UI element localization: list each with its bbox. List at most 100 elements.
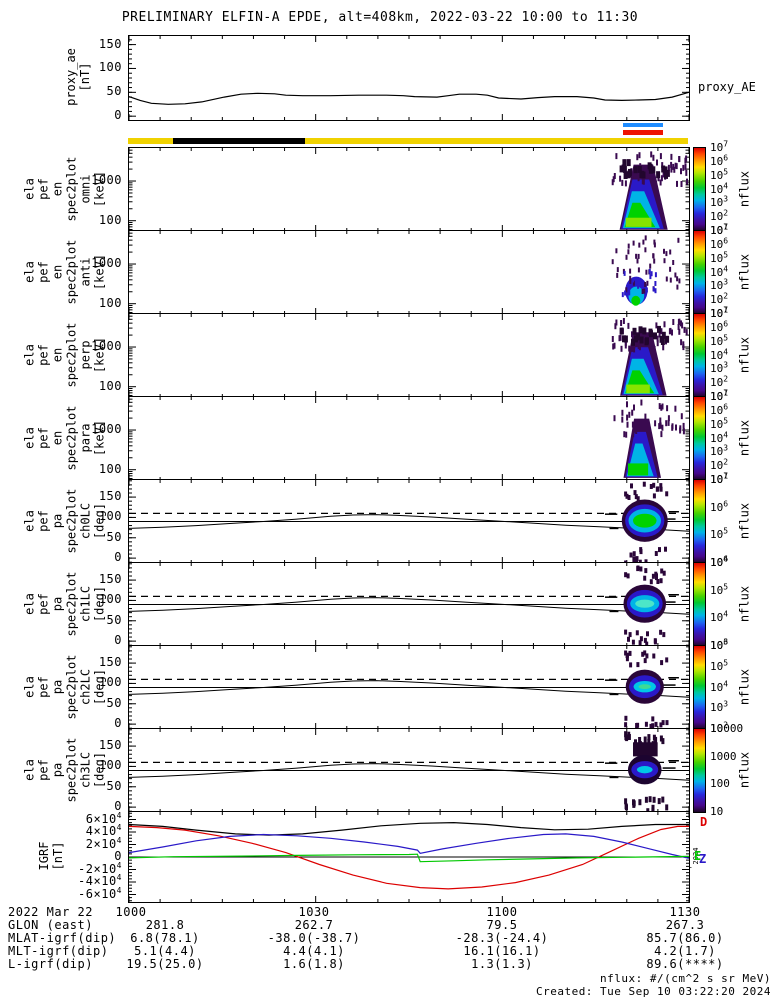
speckle bbox=[674, 405, 677, 412]
speckle bbox=[680, 339, 683, 346]
speckle bbox=[631, 171, 634, 178]
colorbar-label: 107 bbox=[710, 222, 729, 237]
colorbar-title: nflux bbox=[737, 336, 751, 373]
colorbar-label: 103 bbox=[710, 443, 729, 459]
speckle bbox=[633, 490, 637, 496]
speckle bbox=[674, 272, 677, 278]
speckle bbox=[619, 334, 622, 341]
ytick-label: 1000 bbox=[91, 339, 122, 354]
speckle bbox=[635, 333, 640, 341]
speckle bbox=[641, 289, 644, 294]
series-igrf-z bbox=[129, 833, 689, 859]
colorbar-label: 101 bbox=[710, 222, 729, 237]
speckle bbox=[665, 420, 668, 427]
speckle bbox=[654, 571, 658, 577]
speckle bbox=[621, 409, 624, 416]
ytick-label: 100 bbox=[98, 295, 122, 310]
speckle bbox=[660, 431, 663, 438]
colorbar-label: 105 bbox=[710, 658, 729, 673]
speckle bbox=[644, 559, 648, 563]
speckle bbox=[632, 431, 635, 438]
speckle bbox=[625, 431, 628, 438]
speckle bbox=[629, 278, 632, 284]
speckle bbox=[642, 178, 645, 185]
speckle bbox=[642, 481, 646, 487]
speckle bbox=[659, 422, 662, 428]
igrf-component-label-D: D bbox=[700, 815, 708, 829]
speckle bbox=[665, 169, 670, 177]
speckle bbox=[635, 559, 638, 563]
speckle bbox=[662, 632, 666, 638]
colorbar-label: 101 bbox=[710, 305, 729, 320]
plot-title: PRELIMINARY ELFIN-A EPDE, alt=408km, 202… bbox=[121, 10, 639, 25]
speckle bbox=[672, 319, 675, 325]
ytick-label: 0 bbox=[114, 849, 122, 863]
pitch-blob-layer bbox=[636, 766, 653, 774]
speckle bbox=[653, 258, 656, 264]
colorbar-label: 101 bbox=[710, 388, 729, 403]
speckle bbox=[663, 258, 666, 264]
speckle bbox=[637, 283, 640, 289]
speckle bbox=[682, 428, 685, 435]
colorbar-label: 104 bbox=[710, 429, 729, 445]
speckle bbox=[640, 742, 643, 749]
speckle bbox=[685, 169, 688, 176]
speckle bbox=[614, 323, 617, 330]
panel-canvas-pa-ch2lc bbox=[129, 646, 689, 729]
panel-canvas-en-anti bbox=[129, 231, 689, 314]
colorbar-label: 104 bbox=[710, 180, 729, 196]
axis-ticks bbox=[129, 36, 689, 120]
axis-row-value: 262.7 bbox=[294, 918, 334, 932]
speckle bbox=[678, 156, 681, 163]
speckle bbox=[624, 734, 628, 741]
speckle bbox=[632, 240, 635, 246]
speckle bbox=[624, 629, 628, 635]
speckle bbox=[655, 322, 658, 329]
colorbar-title: nflux bbox=[737, 253, 751, 290]
science-zone-bar-black bbox=[172, 138, 305, 144]
pitch-blob-layer bbox=[638, 684, 651, 690]
speckle bbox=[629, 275, 632, 281]
speckle bbox=[611, 259, 614, 265]
axis-row-value: 19.5(25.0) bbox=[126, 957, 204, 971]
colorbar-label: 104 bbox=[710, 263, 729, 279]
speckle bbox=[624, 560, 628, 563]
colorbar-label: 104 bbox=[710, 609, 729, 625]
axis-row-value: 281.8 bbox=[145, 918, 185, 932]
speckle bbox=[682, 422, 685, 429]
speckle bbox=[648, 163, 653, 171]
speckle bbox=[633, 346, 636, 353]
speckle bbox=[671, 424, 674, 431]
speckle bbox=[627, 731, 631, 738]
speckle bbox=[637, 171, 640, 178]
colorbar-label: 102 bbox=[710, 208, 729, 224]
speckle bbox=[626, 401, 628, 408]
ytick-label: 150 bbox=[98, 738, 122, 753]
loss-cone-curve bbox=[129, 514, 689, 532]
speckle bbox=[621, 292, 624, 298]
speckle bbox=[678, 318, 681, 325]
pitch-blob-layer bbox=[633, 513, 657, 528]
speckle bbox=[675, 424, 677, 431]
speckle bbox=[644, 235, 647, 241]
colorbar-label: 107 bbox=[710, 305, 729, 320]
speckle bbox=[620, 345, 623, 352]
ytick-label: 50 bbox=[106, 612, 122, 627]
colorbar-label: 1000 bbox=[710, 749, 737, 763]
speckle bbox=[646, 808, 650, 812]
colorbar-label: 100 bbox=[710, 777, 730, 791]
speckle bbox=[634, 739, 637, 746]
speckle bbox=[660, 404, 663, 411]
speckle bbox=[654, 721, 658, 727]
panel-igrf bbox=[128, 811, 690, 903]
ytick-label: 6×104 bbox=[85, 810, 122, 826]
ytick-label: 0 bbox=[114, 799, 122, 814]
speckle bbox=[619, 175, 622, 182]
speckle bbox=[654, 288, 657, 294]
pitch-blob-layer bbox=[635, 599, 655, 608]
speckle bbox=[616, 267, 619, 273]
speckle bbox=[629, 662, 633, 668]
speckle bbox=[633, 404, 635, 411]
speckle bbox=[642, 239, 645, 245]
